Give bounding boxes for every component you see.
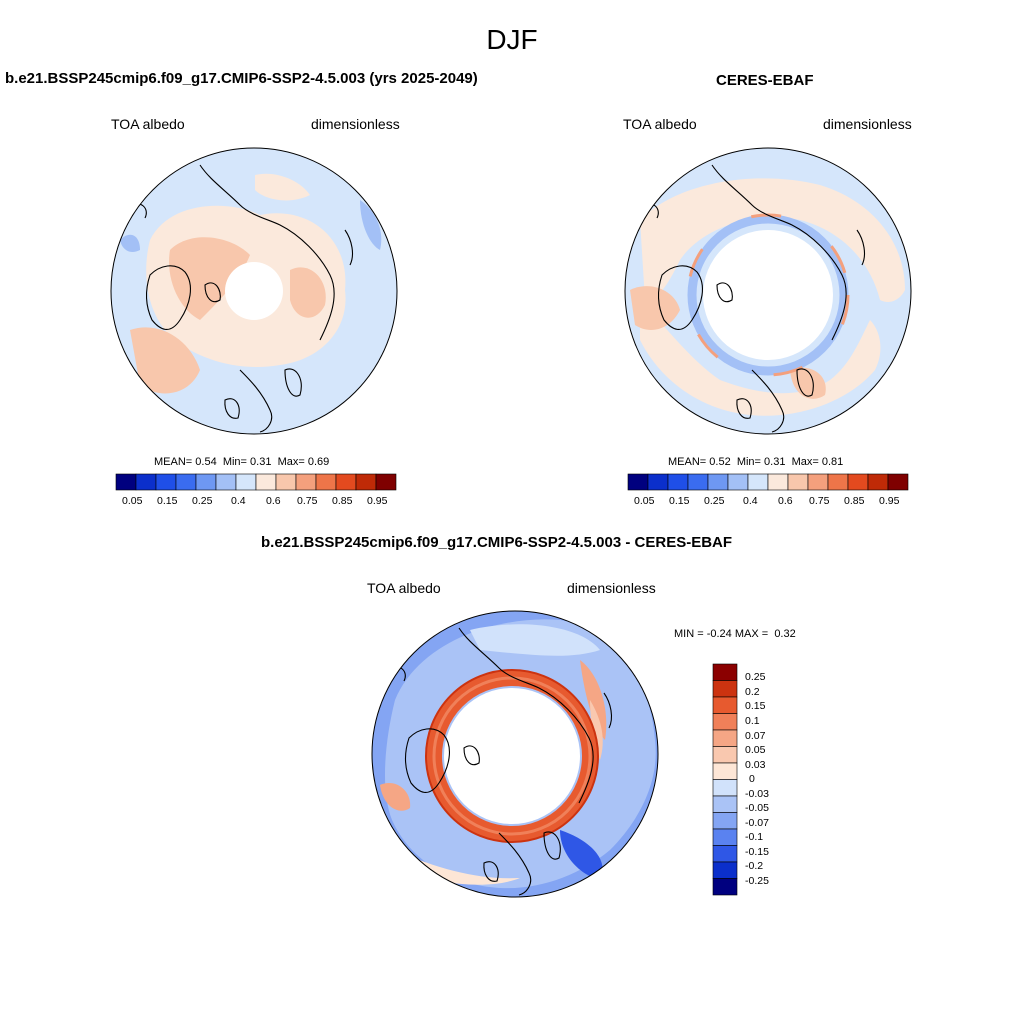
model-max-label: Max= bbox=[277, 456, 305, 468]
diff-colorbar-swatch bbox=[712, 680, 738, 698]
diff-colorbar-swatch bbox=[712, 878, 738, 896]
obs-colorbar bbox=[627, 473, 909, 491]
season-title: DJF bbox=[486, 24, 538, 55]
obs-min-label: Min= bbox=[736, 456, 761, 468]
diff-colorbar-swatch bbox=[712, 861, 738, 879]
obs-ring-inner bbox=[697, 224, 839, 366]
diff-strong-negative-patch bbox=[560, 830, 603, 880]
panel-obs-right-label: dimensionless bbox=[823, 116, 912, 132]
panel-model-right-label: dimensionless bbox=[311, 116, 400, 132]
model-map-border bbox=[110, 147, 398, 435]
panel-diff-left-label: TOA albedo bbox=[367, 580, 441, 596]
model-colorbar-ticks: 0.05 0.15 0.25 0.4 0.6 0.75 0.85 0.95 bbox=[0, 495, 1024, 509]
diff-colorbar-swatch bbox=[712, 696, 738, 714]
obs-missing-pole bbox=[703, 230, 833, 360]
model-cb-tick: 0.25 bbox=[192, 495, 213, 507]
obs-ring-outer bbox=[687, 214, 849, 376]
panel-diff-title: b.e21.BSSP245cmip6.f09_g17.CMIP6-SSP2-4.… bbox=[261, 534, 733, 551]
diff-coastlines bbox=[388, 627, 613, 896]
diff-ring-outer-edge bbox=[425, 669, 599, 843]
model-colorbar-swatch bbox=[375, 473, 397, 491]
model-pacific-region bbox=[255, 173, 310, 201]
model-siberia-region bbox=[290, 267, 326, 318]
obs-colorbar-swatch bbox=[887, 473, 909, 491]
model-mean-label: MEAN= bbox=[154, 456, 193, 468]
diff-colorbar-swatch bbox=[712, 762, 738, 780]
diff-near-zero-region bbox=[470, 624, 600, 656]
model-cb-tick: 0.95 bbox=[367, 495, 388, 507]
panel-model-left-label: TOA albedo bbox=[111, 116, 185, 132]
model-low-albedo-patch bbox=[360, 200, 382, 250]
diff-colorbar-swatch bbox=[712, 812, 738, 830]
obs-map-border bbox=[624, 147, 912, 435]
obs-colorbar-ticks: 0.05 0.15 0.25 0.4 0.6 0.75 0.85 0.95 bbox=[0, 495, 1024, 509]
diff-colorbar-swatch bbox=[712, 746, 738, 764]
diff-colorbar-swatch bbox=[712, 845, 738, 863]
model-min-value: 0.31 bbox=[250, 456, 272, 468]
obs-max-label: Max= bbox=[791, 456, 819, 468]
diff-europe-patch bbox=[380, 782, 411, 811]
model-max-value: 0.69 bbox=[307, 456, 330, 468]
obs-asia-region bbox=[790, 367, 826, 399]
diff-colorbar-swatch bbox=[712, 828, 738, 846]
model-europe-region bbox=[130, 327, 200, 394]
panel-diff-right-label: dimensionless bbox=[567, 580, 656, 596]
model-cb-tick: 0.05 bbox=[122, 495, 143, 507]
model-coastlines bbox=[129, 164, 354, 433]
diff-max-value: 0.32 bbox=[774, 628, 796, 640]
diff-colorbar-swatch bbox=[712, 795, 738, 813]
model-mean-value: 0.54 bbox=[195, 456, 217, 468]
obs-min-value: 0.31 bbox=[764, 456, 786, 468]
diff-min-label: MIN = bbox=[674, 628, 704, 640]
panel-obs-left-label: TOA albedo bbox=[623, 116, 697, 132]
obs-cb-tick: 0.75 bbox=[809, 495, 830, 507]
panel-model-title: b.e21.BSSP245cmip6.f09_g17.CMIP6-SSP2-4.… bbox=[5, 70, 478, 87]
panel-obs-title: CERES-EBAF bbox=[716, 72, 814, 89]
diff-colorbar-swatch bbox=[712, 663, 738, 681]
diff-stats: MIN = -0.24 MAX = 0.32 bbox=[674, 628, 796, 640]
diff-missing-pole bbox=[444, 688, 580, 824]
model-stats: MEAN= 0.54 Min= 0.31 Max= 0.69 bbox=[154, 456, 329, 468]
obs-max-value: 0.81 bbox=[821, 456, 844, 468]
obs-mid-albedo-band bbox=[640, 178, 905, 302]
diff-min-value: -0.24 bbox=[706, 628, 732, 640]
model-cb-tick: 0.6 bbox=[266, 495, 281, 507]
model-min-label: Min= bbox=[222, 456, 247, 468]
model-missing-pole bbox=[225, 262, 283, 320]
model-cb-tick: 0.15 bbox=[157, 495, 178, 507]
model-low-albedo-patch-2 bbox=[120, 234, 140, 252]
diff-map-border bbox=[371, 610, 659, 898]
diff-max-label: MAX = bbox=[734, 628, 769, 640]
diff-colorbar-swatch bbox=[712, 713, 738, 731]
diff-ring-mid bbox=[432, 676, 592, 836]
obs-europe-region bbox=[630, 286, 680, 330]
obs-coastlines bbox=[641, 164, 866, 433]
obs-cb-tick: 0.95 bbox=[879, 495, 900, 507]
obs-cb-tick: 0.85 bbox=[844, 495, 865, 507]
diff-colorbar-swatch bbox=[712, 779, 738, 797]
obs-mean-value: 0.52 bbox=[709, 456, 731, 468]
diff-colorbar bbox=[712, 663, 738, 896]
model-cb-tick: 0.85 bbox=[332, 495, 353, 507]
obs-cb-tick: 0.6 bbox=[778, 495, 793, 507]
obs-cb-tick: 0.05 bbox=[634, 495, 655, 507]
model-cb-tick: 0.75 bbox=[297, 495, 318, 507]
obs-stats: MEAN= 0.52 Min= 0.31 Max= 0.81 bbox=[668, 456, 843, 468]
obs-cb-tick: 0.25 bbox=[704, 495, 725, 507]
model-cb-tick: 0.4 bbox=[231, 495, 246, 507]
diff-colorbar-swatch bbox=[712, 729, 738, 747]
model-colorbar bbox=[115, 473, 397, 491]
obs-cb-tick: 0.15 bbox=[669, 495, 690, 507]
obs-cb-tick: 0.4 bbox=[743, 495, 758, 507]
diff-positive-patch-2 bbox=[590, 700, 603, 760]
diff-positive-patch bbox=[580, 660, 607, 740]
obs-mean-label: MEAN= bbox=[668, 456, 707, 468]
